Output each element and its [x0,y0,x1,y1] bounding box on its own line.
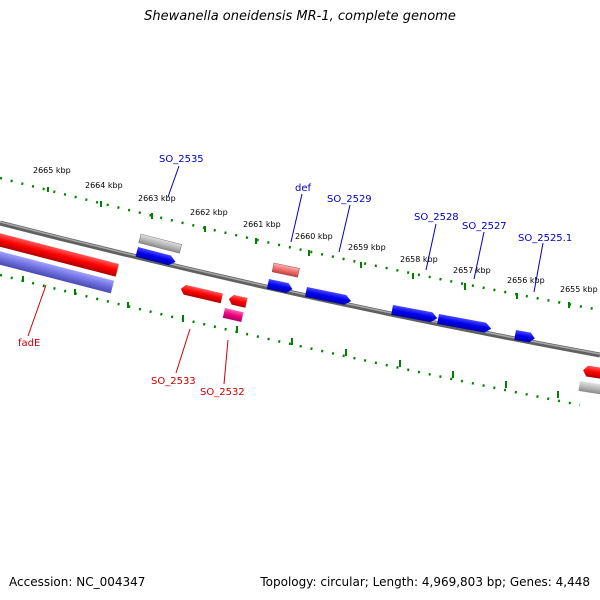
scale-label: 2665 kbp [33,166,71,175]
gene-def[interactable] [271,262,300,278]
gene-right-red[interactable] [582,365,600,380]
scale-label: 2656 kbp [507,276,545,285]
gene-def-forward[interactable] [266,279,294,294]
gene-so-2528[interactable] [391,305,438,323]
gene-so-2535[interactable] [135,247,176,267]
reverse-label-leaders [27,284,229,385]
gene-label[interactable]: SO_2535 [159,154,204,165]
gene-label[interactable]: SO_2528 [414,212,459,223]
genome-backbone [0,220,600,358]
scale-label: 2659 kbp [348,243,386,252]
gene-label[interactable]: SO_2525.1 [518,233,572,244]
inner-major-ticks [22,276,559,398]
scale-labels: 2665 kbp 2664 kbp 2663 kbp 2662 kbp 2661… [33,166,598,294]
gene-label[interactable]: SO_2527 [462,221,507,232]
gene-so-2532[interactable] [222,308,244,323]
reverse-strand-genes [0,232,600,396]
forward-strand-genes [135,233,535,343]
accession-text: Accession: NC_004347 [9,575,146,589]
gene-so-2533[interactable] [180,284,223,304]
gene-so-2532-red[interactable] [228,294,248,308]
gene-label[interactable]: fadE [18,338,40,349]
gene-fade[interactable] [0,232,119,277]
scale-label: 2661 kbp [243,220,281,229]
gene-right-gray[interactable] [578,381,600,396]
scale-label: 2663 kbp [138,194,176,203]
gene-so-2527[interactable] [437,314,492,334]
scale-label: 2657 kbp [453,266,491,275]
gene-label[interactable]: SO_2532 [200,387,245,398]
scale-label: 2658 kbp [400,255,438,264]
scale-label: 2664 kbp [85,181,123,190]
scale-label: 2662 kbp [190,208,228,217]
gene-label[interactable]: def [295,183,312,194]
forward-gene-labels: SO_2535 def SO_2529 SO_2528 SO_2527 SO_2… [159,154,572,244]
outer-major-ticks [47,187,570,308]
scale-label: 2660 kbp [295,232,333,241]
gene-so-2525-1[interactable] [514,330,535,343]
map-title: Shewanella oneidensis MR-1, complete gen… [144,9,456,24]
genome-summary-text: Topology: circular; Length: 4,969,803 bp… [260,575,590,589]
gene-so-2529[interactable] [305,287,352,306]
scale-label: 2655 kbp [560,285,598,294]
gene-label[interactable]: SO_2529 [327,194,372,205]
gene-fade-selected[interactable] [0,250,115,294]
forward-label-leaders [167,165,544,293]
gene-so-2535-pseudo[interactable] [138,233,182,254]
gene-label[interactable]: SO_2533 [151,376,196,387]
reverse-gene-labels: fadE SO_2533 SO_2532 [18,338,245,398]
